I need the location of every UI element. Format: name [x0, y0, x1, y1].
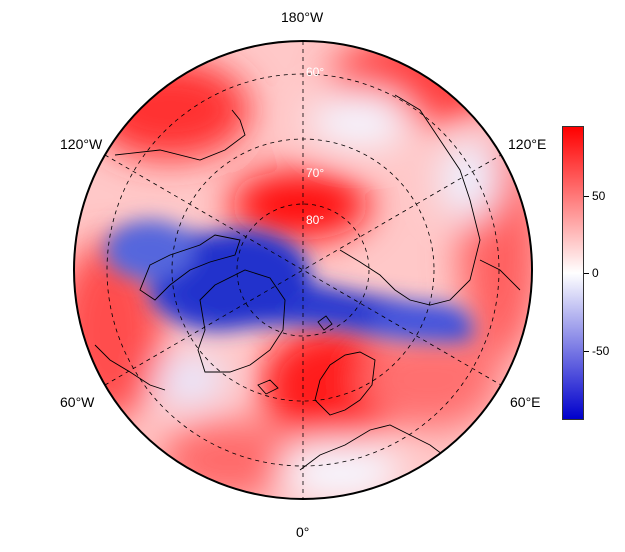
- graticule: [104, 41, 502, 499]
- north-america-coast: [94, 344, 166, 391]
- colorbar: [562, 126, 584, 420]
- colorbar-tick-50: [584, 196, 589, 197]
- longitude-label-bottom: 0°: [296, 524, 310, 540]
- latitude-circle-80: [236, 203, 370, 337]
- iceland-coast: [257, 379, 279, 395]
- alaska-coast: [114, 109, 246, 161]
- arctic-archipelago: [139, 234, 241, 301]
- svalbard-coast: [317, 315, 333, 331]
- longitude-label-upper-right: 120°E: [508, 136, 547, 152]
- anomaly-field: [74, 41, 532, 499]
- asia-border: [479, 259, 521, 291]
- colorbar-tick-minus-50: [584, 351, 589, 352]
- colorbar-label-minus-50: -50: [592, 344, 610, 358]
- longitude-label-lower-right: 60°E: [510, 394, 541, 410]
- colorbar-label-0: 0: [592, 266, 599, 280]
- colorbar-tick-0: [584, 273, 589, 274]
- map-boundary: [73, 40, 533, 500]
- europe-coast: [299, 424, 451, 471]
- greenland-coast: [197, 269, 286, 373]
- longitude-label-upper-left: 120°W: [60, 136, 103, 152]
- coastlines: [94, 94, 521, 471]
- latitude-label-60: 60°: [306, 65, 324, 79]
- latitude-label-80: 80°: [306, 213, 324, 227]
- latitude-label-70: 70°: [306, 166, 324, 180]
- scandinavia-coast: [314, 351, 376, 416]
- longitude-label-lower-left: 60°W: [60, 394, 95, 410]
- colorbar-label-50: 50: [592, 189, 606, 203]
- siberia-coast: [339, 94, 481, 306]
- longitude-label-top: 180°W: [281, 9, 324, 25]
